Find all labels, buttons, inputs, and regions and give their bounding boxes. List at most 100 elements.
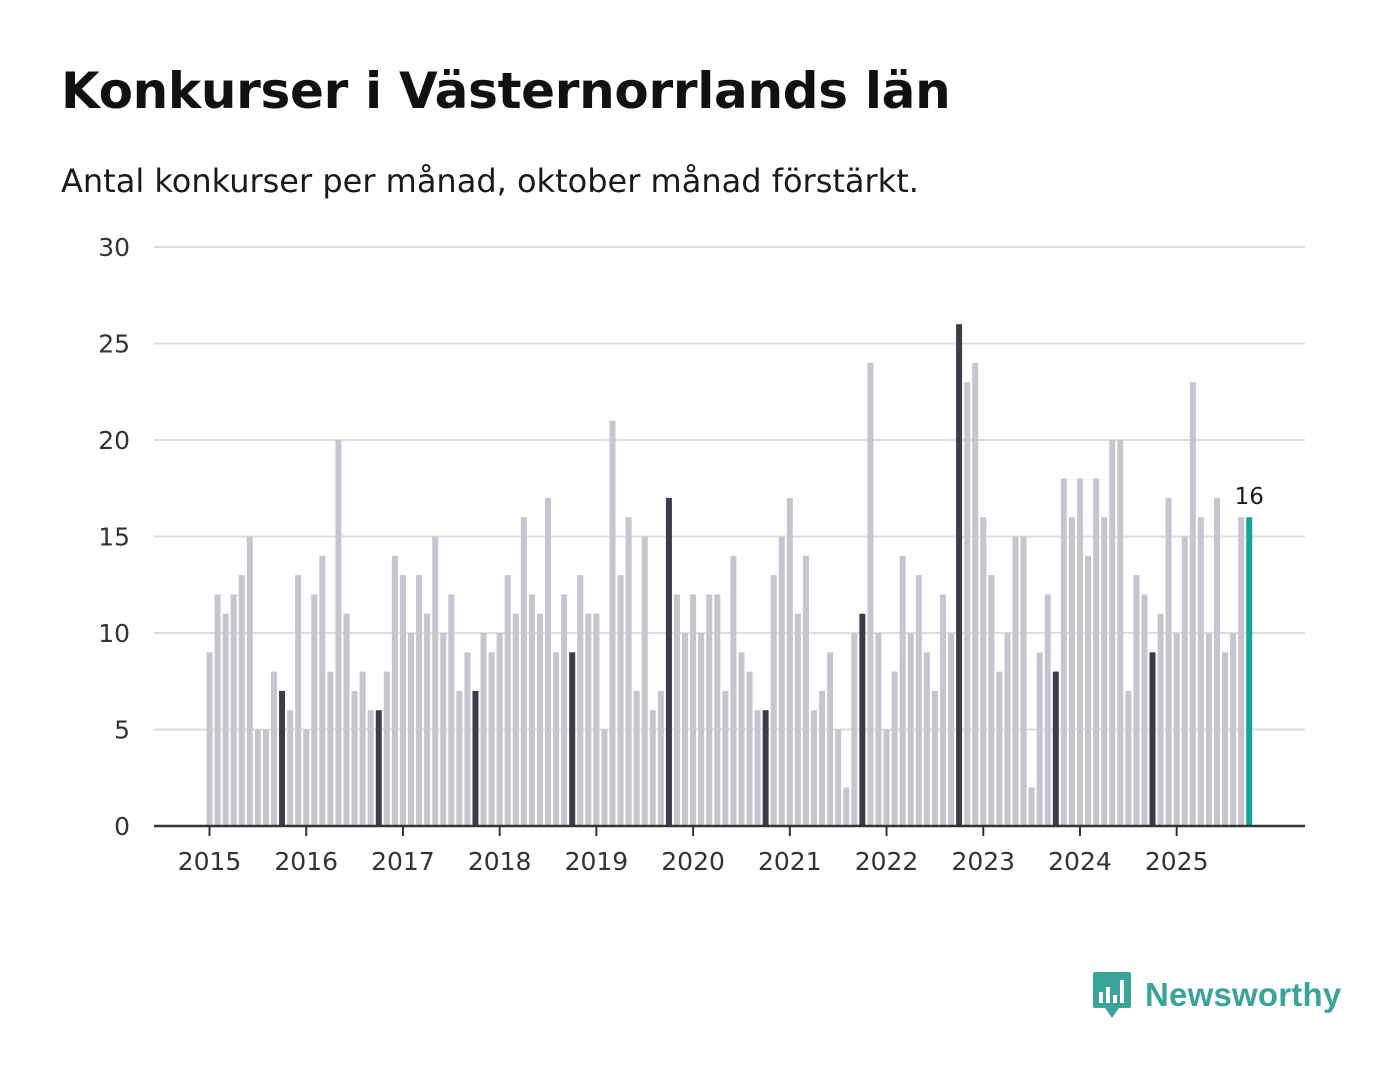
bar-2020-01 bbox=[690, 594, 697, 826]
bar-2023-08 bbox=[1036, 652, 1043, 826]
bar-2024-09 bbox=[1141, 594, 1148, 826]
bar-2022-12 bbox=[972, 362, 979, 826]
x-tick-label-2023: 2023 bbox=[951, 847, 1015, 876]
y-tick-label-5: 5 bbox=[114, 716, 130, 745]
bar-2016-04 bbox=[327, 671, 334, 826]
bar-2024-04 bbox=[1101, 517, 1108, 826]
x-tick-label-2018: 2018 bbox=[468, 847, 532, 876]
bar-2021-07 bbox=[835, 729, 842, 826]
bar-2022-11 bbox=[964, 382, 971, 826]
bar-2018-03 bbox=[512, 613, 519, 826]
bar-2021-03 bbox=[802, 555, 809, 826]
bar-2018-01 bbox=[496, 633, 503, 826]
bar-2021-05 bbox=[819, 690, 826, 826]
bar-2019-04 bbox=[617, 575, 624, 826]
last-value-label: 16 bbox=[1235, 484, 1264, 510]
x-tick-label-2017: 2017 bbox=[371, 847, 435, 876]
bar-2017-09 bbox=[464, 652, 471, 826]
bar-2021-01 bbox=[786, 497, 793, 826]
chart-subtitle: Antal konkurser per månad, oktober månad… bbox=[61, 162, 919, 200]
bar-2024-12 bbox=[1165, 497, 1172, 826]
bar-2016-02 bbox=[311, 594, 318, 826]
bar-2018-05 bbox=[528, 594, 535, 826]
y-tick-label-10: 10 bbox=[98, 619, 130, 648]
bars bbox=[206, 324, 1253, 826]
bar-2023-09 bbox=[1044, 594, 1051, 826]
bar-2016-09 bbox=[367, 710, 374, 826]
bar-2015-01 bbox=[206, 652, 213, 826]
bar-2015-06 bbox=[246, 536, 253, 826]
bar-2024-10 bbox=[1149, 652, 1156, 826]
bar-2021-08 bbox=[843, 787, 850, 826]
bar-2017-08 bbox=[456, 690, 463, 826]
bar-2018-06 bbox=[536, 613, 543, 826]
bar-2023-07 bbox=[1028, 787, 1035, 826]
bar-2023-01 bbox=[980, 517, 987, 826]
bar-2022-06 bbox=[923, 652, 930, 826]
x-tick-label-2020: 2020 bbox=[661, 847, 725, 876]
y-tick-label-20: 20 bbox=[98, 426, 130, 455]
bar-2016-11 bbox=[383, 671, 390, 826]
bar-2016-06 bbox=[343, 613, 350, 826]
bar-2016-03 bbox=[319, 555, 326, 826]
bar-2019-11 bbox=[673, 594, 680, 826]
bar-2018-07 bbox=[545, 497, 552, 826]
bar-2025-05 bbox=[1205, 633, 1212, 826]
bar-2018-04 bbox=[520, 517, 527, 826]
bar-2024-03 bbox=[1093, 478, 1100, 826]
bar-2021-12 bbox=[875, 633, 882, 826]
bar-2023-06 bbox=[1020, 536, 1027, 826]
bar-2018-10 bbox=[569, 652, 576, 826]
bar-2015-12 bbox=[295, 575, 302, 826]
bar-2019-10 bbox=[665, 497, 672, 826]
bar-2024-07 bbox=[1125, 690, 1132, 826]
bar-2024-01 bbox=[1076, 478, 1083, 826]
bar-2025-08 bbox=[1230, 633, 1237, 826]
bar-2025-04 bbox=[1197, 517, 1204, 826]
brand-logo[interactable]: Newsworthy bbox=[1091, 970, 1341, 1020]
bar-2023-02 bbox=[988, 575, 995, 826]
bar-2017-05 bbox=[432, 536, 439, 826]
bar-2017-01 bbox=[399, 575, 406, 826]
bar-chart-speech-bubble-icon bbox=[1093, 972, 1131, 1018]
bar-2024-11 bbox=[1157, 613, 1164, 826]
bar-2017-10 bbox=[472, 690, 479, 826]
bar-2020-04 bbox=[714, 594, 721, 826]
y-tick-label-0: 0 bbox=[114, 812, 130, 841]
bar-2025-10 bbox=[1246, 517, 1253, 826]
bar-2020-05 bbox=[722, 690, 729, 826]
bar-2016-10 bbox=[375, 710, 382, 826]
bar-2025-01 bbox=[1173, 633, 1180, 826]
bar-2015-11 bbox=[287, 710, 294, 826]
bar-2023-04 bbox=[1004, 633, 1011, 826]
bar-2016-12 bbox=[391, 555, 398, 826]
bar-2016-08 bbox=[359, 671, 366, 826]
bar-2016-01 bbox=[303, 729, 310, 826]
bar-2020-09 bbox=[754, 710, 761, 826]
bar-2023-12 bbox=[1068, 517, 1075, 826]
bar-2015-10 bbox=[279, 690, 286, 826]
bar-2022-09 bbox=[948, 633, 955, 826]
bar-2024-02 bbox=[1085, 555, 1092, 826]
bar-2017-12 bbox=[488, 652, 495, 826]
bar-2017-07 bbox=[448, 594, 455, 826]
bar-2022-04 bbox=[907, 633, 914, 826]
bar-2015-07 bbox=[254, 729, 261, 826]
bar-2020-03 bbox=[706, 594, 713, 826]
bar-2021-04 bbox=[811, 710, 817, 826]
bar-2020-11 bbox=[770, 575, 777, 826]
bar-2018-11 bbox=[577, 575, 584, 826]
bar-2025-06 bbox=[1214, 497, 1220, 826]
bar-2022-10 bbox=[956, 324, 963, 826]
bar-2023-05 bbox=[1012, 536, 1019, 826]
bar-2016-05 bbox=[335, 440, 342, 826]
bar-2018-08 bbox=[553, 652, 560, 826]
bar-2018-02 bbox=[504, 575, 511, 826]
data-labels: 16 bbox=[1235, 484, 1264, 510]
bar-2020-10 bbox=[762, 710, 769, 826]
bar-2015-08 bbox=[262, 729, 269, 826]
bar-2022-07 bbox=[931, 690, 938, 826]
bar-2015-09 bbox=[270, 671, 277, 826]
bar-2019-08 bbox=[649, 710, 656, 826]
